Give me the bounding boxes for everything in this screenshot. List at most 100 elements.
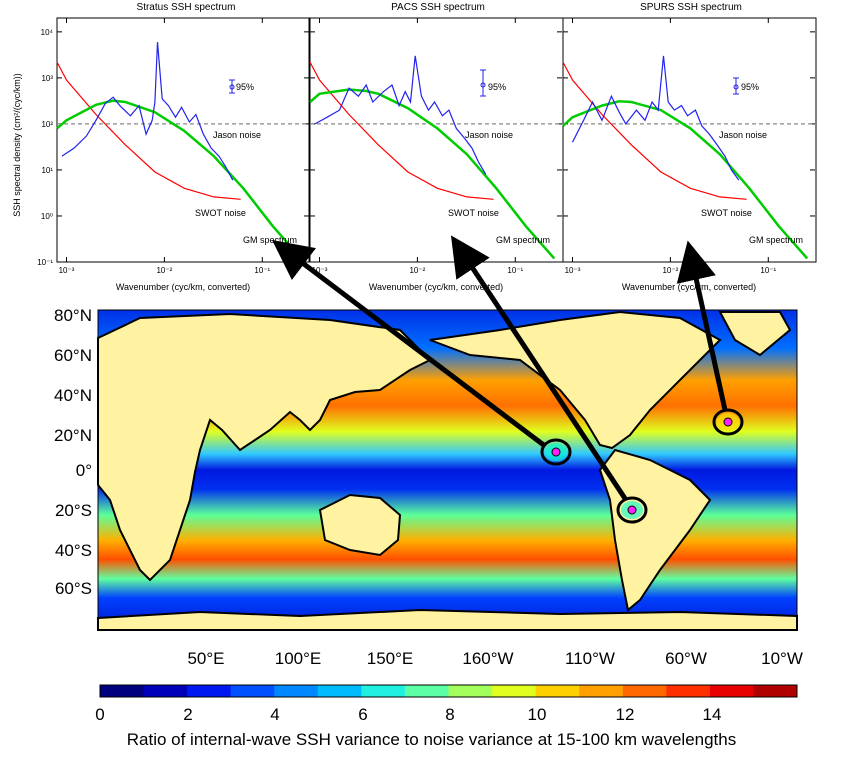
colorbar-segment <box>187 685 232 697</box>
site-marker-spurs[interactable] <box>712 408 744 436</box>
x-tick-label: 10⁻² <box>662 266 678 275</box>
colorbar-ticks: 0 2 4 6 8 10 12 14 <box>95 705 721 724</box>
lon-label: 160°W <box>462 649 513 668</box>
series-gm-spectrum <box>56 99 303 260</box>
lat-label: 60°S <box>55 579 92 598</box>
jason-noise-label: Jason noise <box>213 130 261 140</box>
colorbar-tick: 0 <box>95 705 104 724</box>
x-axis-label: Wavenumber (cyc/km, converted) <box>116 282 250 292</box>
world-map: 80°N 60°N 40°N 20°N 0° 20°S 40°S 60°S 50… <box>54 306 803 724</box>
swot-noise-label: SWOT noise <box>701 208 752 218</box>
x-tick-label: 10⁻³ <box>59 266 75 275</box>
colorbar-frame <box>99 684 798 698</box>
conf-label: 95% <box>488 82 506 92</box>
swot-noise-label: SWOT noise <box>448 208 499 218</box>
plot-lines <box>562 55 815 260</box>
gm-spectrum-label: GM spectrum <box>243 235 297 245</box>
plot-lines <box>56 42 309 260</box>
lon-label: 150°E <box>367 649 414 668</box>
site-marker-stratus[interactable] <box>540 438 572 466</box>
y-tick-label: 10¹ <box>41 166 53 175</box>
lon-label: 50°E <box>187 649 224 668</box>
colorbar-segment <box>100 685 145 697</box>
latitude-labels: 80°N 60°N 40°N 20°N 0° 20°S 40°S 60°S <box>54 306 92 598</box>
y-tick-label: 10⁻¹ <box>37 258 53 267</box>
swot-noise-label: SWOT noise <box>195 208 246 218</box>
x-tick-label: 10⁻¹ <box>760 266 776 275</box>
colorbar-segment <box>404 685 449 697</box>
lat-label: 20°S <box>55 501 92 520</box>
colorbar-segment <box>622 685 667 697</box>
series-ssh-spectrum <box>61 42 234 181</box>
confidence-bar <box>229 79 235 94</box>
conf-label: 95% <box>741 82 759 92</box>
colorbar-tick: 14 <box>703 705 722 724</box>
panel-title-stratus: Stratus SSH spectrum <box>136 2 236 13</box>
gm-spectrum-label: GM spectrum <box>749 235 803 245</box>
series-ssh-spectrum <box>314 55 487 175</box>
x-tick-label: 10⁻¹ <box>254 266 270 275</box>
colorbar-caption: Ratio of internal-wave SSH variance to n… <box>126 730 737 749</box>
y-tick-label: 10³ <box>41 74 53 83</box>
series-swot-noise <box>56 61 241 200</box>
x-axis-label: Wavenumber (cyc/km, converted) <box>622 282 756 292</box>
colorbar-segment <box>492 685 537 697</box>
colorbar-segment <box>361 685 406 697</box>
panel-title-spurs: SPURS SSH spectrum <box>640 2 742 13</box>
lat-label: 40°S <box>55 541 92 560</box>
series-gm-spectrum <box>309 88 556 260</box>
series-swot-noise <box>309 61 494 200</box>
x-tick-label: 10⁻² <box>156 266 172 275</box>
colorbar-tick: 6 <box>358 705 367 724</box>
confidence-bar <box>733 77 739 95</box>
plot-lines <box>309 55 562 260</box>
panel-spurs: 10⁻³ 10⁻² 10⁻¹ 95% Jason noise SWOT noise … <box>562 17 817 292</box>
australia <box>318 493 402 557</box>
colorbar-segment <box>317 685 362 697</box>
lat-label: 60°N <box>54 346 92 365</box>
series-swot-noise <box>562 61 747 200</box>
greenland <box>718 311 792 357</box>
colorbar-segment <box>709 685 754 697</box>
lat-label: 40°N <box>54 386 92 405</box>
panel-title-pacs: PACS SSH spectrum <box>391 2 485 13</box>
colorbar-segment <box>666 685 711 697</box>
x-axis-label: Wavenumber (cyc/km, converted) <box>369 282 503 292</box>
panel-stratus: 10⁻¹ 10⁰ 10¹ 10² 10³ 10⁴ 10⁻³ 10⁻² 10⁻¹ 95% Jaso… <box>37 17 310 292</box>
y-tick-label: 10² <box>41 120 53 129</box>
x-tick-label: 10⁻² <box>409 266 425 275</box>
lon-label: 110°W <box>565 649 615 668</box>
colorbar-segment <box>579 685 624 697</box>
series-gm-spectrum <box>562 100 809 260</box>
lat-label: 0° <box>76 461 92 480</box>
plot-frame <box>56 17 310 263</box>
confidence-bar <box>480 69 486 97</box>
colorbar-tick: 2 <box>183 705 192 724</box>
lon-label: 60°W <box>665 649 707 668</box>
jason-noise-label: Jason noise <box>465 130 513 140</box>
jason-noise-label: Jason noise <box>719 130 767 140</box>
gm-spectrum-label: GM spectrum <box>496 235 550 245</box>
colorbar-segment <box>274 685 319 697</box>
colorbar-tick: 12 <box>616 705 635 724</box>
antarctica <box>97 608 798 631</box>
conf-label: 95% <box>236 82 254 92</box>
colorbar-tick: 10 <box>528 705 547 724</box>
colorbar <box>99 684 798 698</box>
y-tick-label: 10⁴ <box>41 28 54 37</box>
lat-label: 80°N <box>54 306 92 325</box>
series-ssh-spectrum <box>571 55 740 181</box>
x-tick-label: 10⁻³ <box>565 266 581 275</box>
colorbar-segment <box>535 685 580 697</box>
spectrum-panels: 10⁻¹ 10⁰ 10¹ 10² 10³ 10⁴ 10⁻³ 10⁻² 10⁻¹ 95% Jaso… <box>37 17 817 292</box>
colorbar-segment <box>143 685 188 697</box>
y-tick-label: 10⁰ <box>41 212 53 221</box>
lat-label: 20°N <box>54 426 92 445</box>
lon-label: 100°E <box>275 649 322 668</box>
site-marker-pacs[interactable] <box>616 496 648 524</box>
colorbar-segment <box>753 685 798 697</box>
lon-label: 10°W <box>761 649 803 668</box>
colorbar-tick: 4 <box>270 705 279 724</box>
colorbar-segment <box>230 685 275 697</box>
x-tick-label: 10⁻¹ <box>507 266 523 275</box>
